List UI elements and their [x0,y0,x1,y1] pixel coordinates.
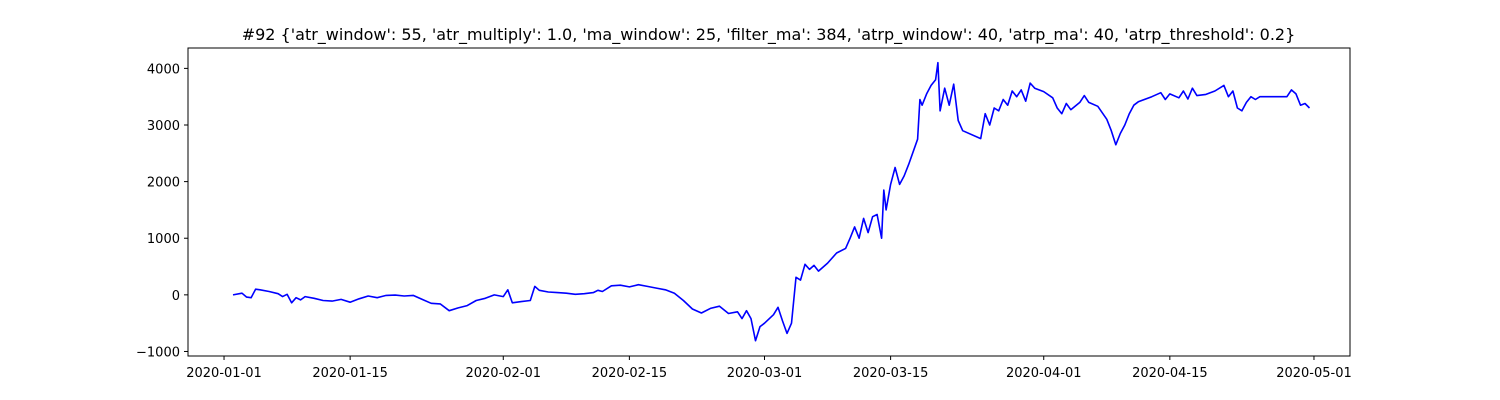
x-tick-label: 2020-04-01 [1006,366,1082,381]
y-tick-label: 4000 [147,62,180,77]
x-tick-label: 2020-02-01 [465,366,541,381]
y-tick-label: 2000 [147,176,180,191]
x-tick-label: 2020-05-01 [1276,366,1352,381]
y-tick-label: 0 [172,289,180,304]
y-tick-label: −1000 [136,345,180,360]
x-tick-label: 2020-01-01 [186,366,262,381]
axes-frame [187,47,1351,357]
y-tick-label: 3000 [147,119,180,134]
y-tick-label: 1000 [147,232,180,247]
series-line [232,61,1311,342]
x-tick-label: 2020-03-15 [853,366,929,381]
x-tick-label: 2020-03-01 [727,366,803,381]
plot-area [187,47,1351,357]
chart-title: #92 {'atr_window': 55, 'atr_multiply': 1… [242,25,1296,45]
x-tick-label: 2020-02-15 [592,366,668,381]
y-axis: −1000 0 1000 2000 3000 4000 [136,62,188,360]
x-tick-label: 2020-01-15 [312,366,388,381]
x-tick-label: 2020-04-15 [1132,366,1208,381]
x-axis: 2020-01-01 2020-01-15 2020-02-01 2020-02-15… [186,356,1352,381]
